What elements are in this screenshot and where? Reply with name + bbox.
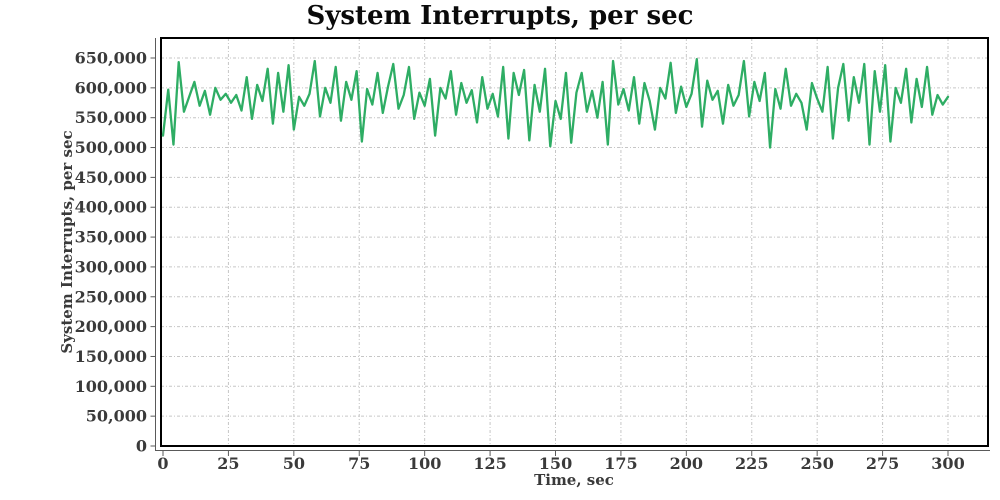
x-tick-label: 175 (604, 454, 637, 473)
y-tick-label: 650,000 (75, 49, 147, 68)
y-tick-label: 300,000 (75, 257, 147, 276)
y-tick-label: 0 (136, 437, 147, 456)
x-tick-label: 75 (348, 454, 370, 473)
y-tick-label: 250,000 (75, 287, 147, 306)
grid-layer (161, 38, 988, 446)
axis-layer (150, 37, 990, 456)
y-tick-label: 600,000 (75, 78, 147, 97)
x-tick-label: 125 (473, 454, 506, 473)
y-tick-label: 200,000 (75, 317, 147, 336)
y-tick-label: 400,000 (75, 198, 147, 217)
y-axis-title: System Interrupts, per sec (58, 130, 76, 353)
y-tick-label: 450,000 (75, 168, 147, 187)
y-tick-label: 100,000 (75, 377, 147, 396)
series-layer (161, 58, 950, 149)
x-tick-label: 300 (931, 454, 964, 473)
x-tick-label: 200 (670, 454, 703, 473)
y-tick-label: 50,000 (86, 407, 147, 426)
x-tick-label: 150 (539, 454, 572, 473)
x-tick-label: 225 (735, 454, 768, 473)
plot-border (160, 37, 989, 447)
x-tick-label: 250 (800, 454, 833, 473)
x-tick-label: 0 (157, 454, 168, 473)
x-tick-label: 275 (866, 454, 899, 473)
x-tick-label: 100 (408, 454, 441, 473)
x-axis-title: Time, sec (534, 471, 614, 489)
series-line (161, 58, 950, 149)
x-tick-label: 50 (283, 454, 305, 473)
y-tick-label: 150,000 (75, 347, 147, 366)
chart-title: System Interrupts, per sec (307, 1, 694, 31)
y-tick-label: 350,000 (75, 228, 147, 247)
y-tick-label: 500,000 (75, 138, 147, 157)
y-tick-label: 550,000 (75, 108, 147, 127)
x-tick-label: 25 (217, 454, 239, 473)
tick-label-layer: 0 50,000 100,000 150,000 200,000 250,000 300,0… (75, 49, 965, 474)
